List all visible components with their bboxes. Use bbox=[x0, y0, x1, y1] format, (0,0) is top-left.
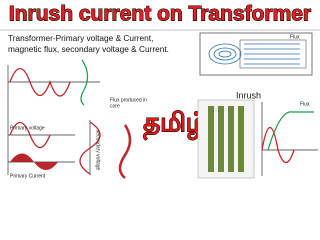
secondary-wave bbox=[79, 121, 101, 175]
language-tag: தமிழ் bbox=[143, 107, 206, 140]
secondary-voltage-label: secondary voltage bbox=[95, 130, 101, 171]
waveforms: Flux produced in core Primary voltage Pr… bbox=[7, 59, 147, 179]
title: Inrush current on Transformer bbox=[9, 3, 311, 26]
primary-voltage-wave bbox=[9, 121, 51, 149]
background bbox=[0, 0, 320, 180]
description-line: magnetic flux, secondary voltage & Curre… bbox=[8, 44, 169, 54]
description-line: Transformer-Primary voltage & Current, bbox=[8, 33, 153, 43]
primary-voltage-label: Primary voltage bbox=[10, 125, 45, 131]
inrush-wave bbox=[261, 127, 295, 164]
flux-label: Flux bbox=[290, 34, 300, 40]
magnetization-curve bbox=[80, 59, 89, 106]
primary-current-label: Primary Current bbox=[10, 173, 46, 179]
primary-current-wave bbox=[10, 153, 58, 170]
inrush-diagram: Inrush Flux bbox=[197, 90, 318, 179]
flux-core-label: core bbox=[110, 103, 120, 109]
thumbnail: Inrush current on Transformer Transforme… bbox=[0, 0, 320, 180]
voltage-wave bbox=[9, 67, 71, 97]
flux-curve bbox=[267, 111, 314, 151]
inrush-label: Inrush bbox=[236, 90, 261, 100]
graph-flux-label: Flux bbox=[300, 101, 310, 107]
transformer-diagram: Flux bbox=[199, 32, 313, 76]
secondary-current-wave bbox=[118, 124, 132, 179]
page: {"header": {"title": "Inrush current on … bbox=[0, 0, 320, 180]
flux-core-label: Flux produced in bbox=[110, 97, 147, 103]
